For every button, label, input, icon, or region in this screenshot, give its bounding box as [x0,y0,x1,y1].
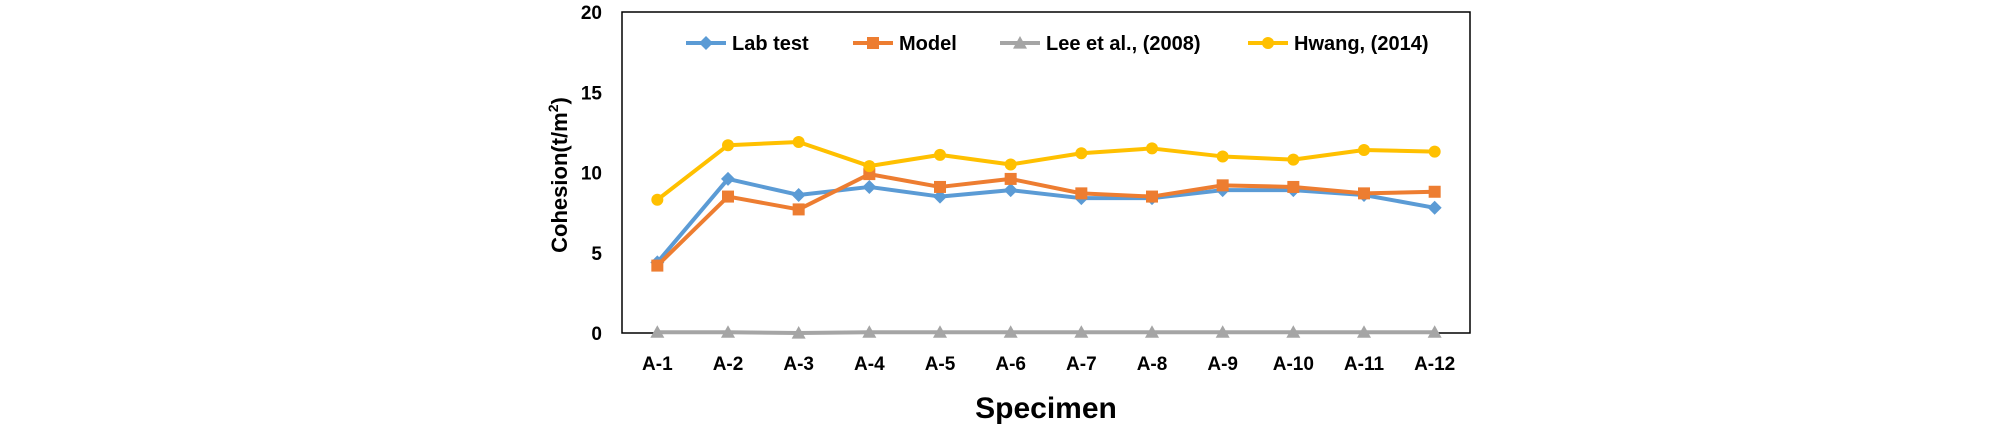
data-point [1215,325,1230,338]
series-layer [650,136,1442,339]
series-line [656,140,1435,202]
legend-label: Hwang, (2014) [1294,33,1428,55]
legend-marker [867,37,879,49]
data-point [651,259,664,272]
data-point [863,160,876,173]
data-point [1287,153,1300,166]
x-tick-label: A-9 [1207,354,1238,375]
data-point [651,193,664,206]
data-point [1004,158,1017,171]
y-axis-label-main: Cohesion(t/m [547,112,572,253]
series-line [655,172,1435,268]
x-tick-label: A-3 [783,354,814,375]
y-axis-label-superscript: 2 [545,104,561,112]
legend-label: Model [899,33,957,55]
data-point [1003,325,1018,338]
data-point [721,171,735,186]
data-point [933,189,947,204]
x-tick-label: A-12 [1414,354,1455,375]
legend-entry: Lee et al., (2008) [1000,33,1201,55]
data-point [1146,142,1158,155]
x-tick-label: A-2 [713,354,744,375]
data-point [1075,187,1088,200]
x-tick-label: A-5 [925,354,956,375]
data-point [1287,180,1300,193]
x-tick-label: A-7 [1066,354,1097,375]
series-line [657,330,1435,335]
series-line [655,176,1436,264]
data-point [1004,172,1017,185]
data-point [1074,325,1089,338]
y-tick-label: 15 [581,83,603,104]
x-tick-label: A-10 [1273,354,1314,375]
data-point [933,325,947,338]
data-point [792,136,805,149]
x-axis-ticks: A-1 A-2 A-3 A-4 A-5 A-6 A-7 A-8 A-9 A-10 A-11 A-12 [642,354,1455,375]
y-tick-label: 20 [581,3,602,24]
data-point [934,180,946,193]
series-1 [651,168,1441,272]
data-point [1428,185,1441,198]
data-point [862,325,877,338]
x-tick-label: A-11 [1344,354,1385,375]
x-tick-label: A-4 [854,354,885,375]
data-point [1358,187,1370,200]
data-point [1003,183,1018,198]
data-point [650,325,665,338]
legend-marker [699,36,713,50]
x-tick-label: A-1 [642,354,673,375]
legend-entry: Model [853,33,957,55]
x-axis-label: Specimen [975,392,1117,425]
x-tick-label: A-8 [1137,354,1168,375]
data-point [791,187,806,202]
data-point [1216,179,1229,192]
data-point [1428,145,1441,158]
data-point [792,203,805,216]
legend-entry: Lab test [686,33,809,55]
data-point [1216,150,1229,163]
data-point [1358,144,1370,157]
legend: Lab test Model Lee et al., (2008) Hwang, (2… [686,33,1428,55]
data-point [1145,325,1159,338]
data-point [1427,200,1442,215]
legend-marker [1013,36,1027,49]
data-point [722,190,734,203]
data-point [721,325,735,338]
y-tick-label: 5 [591,244,602,265]
data-point [1286,325,1301,338]
data-point [1075,147,1088,160]
y-axis-ticks: 0 5 10 15 20 [581,3,603,345]
series-3 [651,136,1441,206]
legend-marker [1262,37,1274,49]
data-point [1146,190,1158,203]
legend-entry: Hwang, (2014) [1248,33,1428,55]
data-point [862,179,877,194]
legend-label: Lab test [732,33,809,55]
y-tick-label: 10 [581,164,602,185]
data-point [722,139,734,152]
data-point [1357,325,1371,338]
y-tick-label: 0 [591,324,602,345]
data-point [791,326,806,339]
plot-area [621,11,1471,334]
y-axis-label: Cohesion(t/m2) [545,97,572,253]
series-2 [650,325,1442,339]
legend-label: Lee et al., (2008) [1046,33,1201,55]
y-axis-label-close: ) [547,97,572,104]
x-tick-label: A-6 [995,354,1026,375]
data-point [934,148,946,161]
data-point [1427,325,1442,338]
